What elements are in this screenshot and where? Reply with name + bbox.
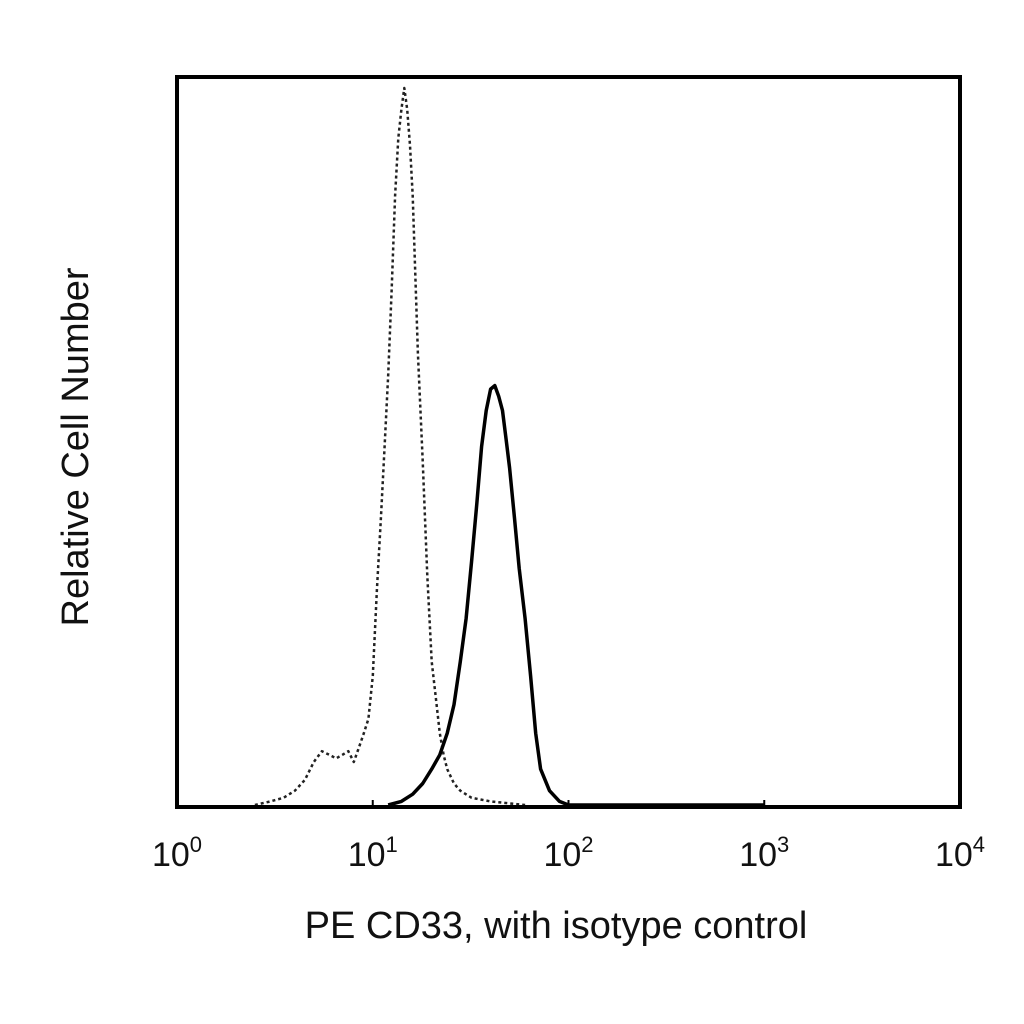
x-tick-label: 102	[543, 832, 593, 874]
x-axis-ticks: 100 101 102 103 104	[152, 800, 985, 874]
histogram-series-solid	[387, 383, 765, 807]
x-tick-label: 101	[348, 832, 398, 874]
histogram-series-dotted	[254, 86, 526, 807]
y-axis-label: Relative Cell Number	[55, 267, 97, 626]
x-tick-label: 104	[935, 832, 985, 874]
x-tick-label: 100	[152, 832, 202, 874]
x-tick-label: 103	[739, 832, 789, 874]
x-axis-label: PE CD33, with isotype control	[305, 905, 808, 947]
plot-area	[254, 86, 765, 807]
plot-frame	[175, 75, 962, 809]
